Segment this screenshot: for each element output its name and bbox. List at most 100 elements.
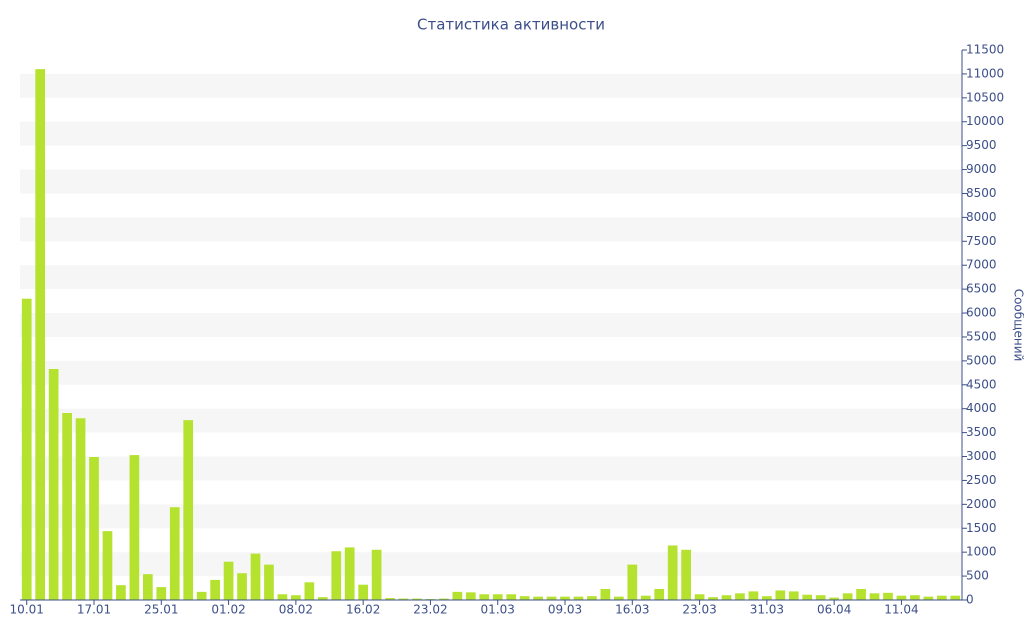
grid-band xyxy=(20,169,962,194)
bar xyxy=(600,589,611,600)
y-tick-label: 11000 xyxy=(966,66,1004,80)
bar xyxy=(654,589,665,600)
y-tick-label: 7000 xyxy=(966,258,997,272)
bar xyxy=(317,597,328,600)
x-tick-label: 16.02 xyxy=(346,603,380,617)
grid-band xyxy=(20,217,962,242)
bar xyxy=(587,596,597,600)
bar xyxy=(183,420,194,600)
bar xyxy=(48,369,59,600)
bar xyxy=(829,597,840,600)
grid-band xyxy=(20,121,962,146)
bar xyxy=(210,579,220,600)
x-tick-label: 31.03 xyxy=(750,603,784,617)
grid-band xyxy=(20,552,962,577)
bar xyxy=(694,594,705,600)
bar xyxy=(35,69,46,600)
bar xyxy=(573,596,584,600)
bar xyxy=(142,574,153,600)
y-tick-label: 3500 xyxy=(966,425,997,439)
bar xyxy=(264,564,274,600)
bar xyxy=(75,418,86,600)
y-tick-label: 1500 xyxy=(966,521,997,535)
bar xyxy=(250,553,261,600)
grid-band xyxy=(20,313,962,337)
y-tick-label: 500 xyxy=(966,569,989,583)
y-tick-label: 6500 xyxy=(966,282,997,296)
x-tick-label: 17.01 xyxy=(77,603,111,617)
y-tick-label: 11500 xyxy=(966,43,1004,57)
bar xyxy=(371,549,382,600)
bar xyxy=(815,595,826,600)
bar xyxy=(667,545,678,600)
bar xyxy=(237,573,247,600)
y-tick-label: 10000 xyxy=(966,114,1004,128)
grid-bands xyxy=(20,73,962,577)
bar xyxy=(479,594,490,600)
x-tick-label: 01.03 xyxy=(481,603,515,617)
x-tick-label: 09.03 xyxy=(548,603,582,617)
bar xyxy=(950,595,961,600)
bar xyxy=(506,594,517,600)
y-tick-label: 4000 xyxy=(966,401,997,415)
bar xyxy=(735,593,745,600)
grid-band xyxy=(20,265,962,290)
bar xyxy=(398,598,409,600)
y-tick-label: 2000 xyxy=(966,497,997,511)
bar xyxy=(223,561,234,600)
bar xyxy=(788,591,799,600)
y-tick-label: 1000 xyxy=(966,545,997,559)
grid-band xyxy=(20,456,962,481)
x-tick-label: 23.02 xyxy=(413,603,447,617)
y-tick-label: 10500 xyxy=(966,90,1004,104)
y-tick-label: 0 xyxy=(966,593,974,607)
bar xyxy=(546,596,557,600)
y-tick-label: 2500 xyxy=(966,473,997,487)
x-tick-label: 23.03 xyxy=(682,603,716,617)
bar xyxy=(936,595,947,600)
x-tick-label: 01.02 xyxy=(211,603,245,617)
bar xyxy=(856,589,866,600)
bar xyxy=(156,587,167,600)
bar xyxy=(102,531,113,600)
y-tick-label: 5500 xyxy=(966,329,997,343)
chart-title: Статистика активности xyxy=(417,16,605,34)
x-tick-label: 11.04 xyxy=(884,603,918,617)
bar xyxy=(613,596,624,600)
grid-band xyxy=(20,73,962,98)
bar xyxy=(721,595,732,600)
bar xyxy=(169,507,180,600)
bar xyxy=(910,595,920,600)
bar xyxy=(385,598,395,600)
grid-band xyxy=(20,360,962,385)
y-tick-label: 6000 xyxy=(966,306,997,320)
x-tick-label: 06.04 xyxy=(817,603,851,617)
y-axis-label: Сообщений xyxy=(1012,289,1024,362)
bar xyxy=(896,595,907,600)
bar xyxy=(304,582,315,600)
bar xyxy=(196,591,207,600)
bar xyxy=(640,595,651,600)
bar xyxy=(291,595,301,600)
y-tick-label: 7500 xyxy=(966,234,997,248)
bar xyxy=(465,592,476,600)
bar xyxy=(748,591,759,600)
bar xyxy=(116,585,126,600)
x-tick-label: 25.01 xyxy=(144,603,178,617)
y-tick-label: 9000 xyxy=(966,162,997,176)
bar xyxy=(681,549,691,600)
bar xyxy=(62,413,72,600)
bar xyxy=(533,596,543,600)
x-tick-label: 10.01 xyxy=(10,603,44,617)
bar xyxy=(842,593,853,600)
bar xyxy=(492,594,503,600)
bar xyxy=(331,551,342,600)
bar xyxy=(869,593,880,600)
bar xyxy=(129,455,140,600)
bar xyxy=(439,598,449,600)
bar xyxy=(277,594,288,600)
bar xyxy=(708,597,718,600)
y-tick-label: 3000 xyxy=(966,449,997,463)
y-tick-label: 8000 xyxy=(966,210,997,224)
